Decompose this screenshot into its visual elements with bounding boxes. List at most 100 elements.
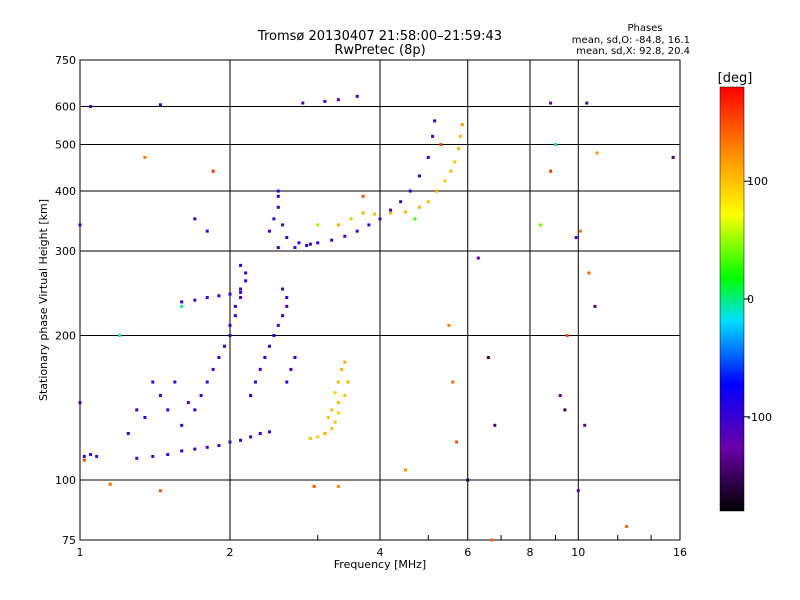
data-point — [458, 134, 462, 138]
data-point — [563, 408, 567, 412]
data-point — [217, 294, 221, 298]
data-point — [408, 189, 412, 193]
data-point — [205, 229, 209, 233]
data-point — [239, 287, 243, 291]
data-point — [316, 223, 320, 227]
chart-subtitle: RwPretec (8p) — [334, 43, 425, 58]
data-point — [285, 236, 289, 240]
data-point — [578, 229, 582, 233]
data-point — [108, 482, 112, 486]
data-point — [587, 271, 591, 275]
data-point — [361, 211, 365, 215]
data-point — [439, 143, 443, 147]
legend-line-o: mean, sd,O: -84.8, 16.1 — [572, 35, 690, 46]
data-point — [346, 380, 350, 384]
data-point — [417, 174, 421, 178]
data-point — [205, 445, 209, 449]
data-point — [173, 380, 177, 384]
data-point — [417, 205, 421, 209]
colorbar-tick-label: 0 — [747, 293, 754, 306]
data-point — [583, 423, 587, 427]
data-point — [193, 447, 197, 451]
data-point — [453, 160, 457, 164]
data-point — [343, 360, 347, 364]
data-point — [595, 151, 599, 155]
data-point — [565, 334, 569, 338]
data-point — [443, 179, 447, 183]
data-point — [258, 432, 262, 436]
data-point — [276, 323, 280, 327]
x-tick-label: 1 — [77, 546, 84, 559]
data-point — [211, 169, 215, 173]
data-point — [228, 323, 232, 327]
data-point — [585, 101, 589, 105]
x-tick-label: 16 — [673, 546, 687, 559]
colorbar-ticks: 100 0 -100 — [744, 175, 772, 424]
data-point — [308, 242, 312, 246]
data-point — [281, 314, 285, 318]
y-axis-label: Stationary phase Virtual Height [km] — [37, 199, 50, 401]
data-point — [323, 99, 327, 103]
data-point — [389, 208, 393, 212]
data-point — [330, 238, 334, 242]
data-point — [180, 304, 184, 308]
data-point — [211, 367, 215, 371]
data-point — [126, 432, 130, 436]
data-point — [549, 101, 553, 105]
data-point — [343, 394, 347, 398]
data-point — [285, 296, 289, 300]
data-point — [486, 355, 490, 359]
data-point — [272, 334, 276, 338]
data-point — [336, 411, 340, 415]
data-point — [193, 217, 197, 221]
x-tick-label: 2 — [227, 546, 234, 559]
data-point — [549, 169, 553, 173]
y-tick-label: 300 — [55, 245, 76, 258]
data-point — [244, 271, 248, 275]
data-point — [336, 401, 340, 405]
data-point — [143, 415, 147, 419]
data-point — [135, 408, 139, 412]
data-point — [233, 314, 237, 318]
data-point — [553, 143, 557, 147]
data-point — [355, 229, 359, 233]
data-point — [151, 454, 155, 458]
data-point — [263, 355, 267, 359]
data-point — [558, 394, 562, 398]
data-point — [82, 454, 86, 458]
data-point — [301, 101, 305, 105]
data-point — [330, 427, 334, 431]
data-point — [233, 304, 237, 308]
data-point — [117, 334, 121, 338]
data-point — [285, 304, 289, 308]
y-tick-label: 400 — [55, 185, 76, 198]
data-point — [249, 435, 253, 439]
data-point — [305, 244, 309, 248]
data-point — [455, 440, 459, 444]
data-point — [340, 367, 344, 371]
data-point — [276, 189, 280, 193]
data-point — [378, 217, 382, 221]
y-tick-label: 100 — [55, 474, 76, 487]
data-point — [217, 444, 221, 448]
data-point — [293, 355, 297, 359]
y-tick-label: 600 — [55, 101, 76, 114]
data-point — [447, 323, 451, 327]
data-point — [593, 304, 597, 308]
colorbar-tick-label: -100 — [747, 411, 772, 424]
data-point — [490, 538, 494, 542]
data-point — [82, 458, 86, 462]
data-point — [244, 279, 248, 283]
data-point — [276, 246, 280, 250]
colorbar-tick-label: 100 — [747, 175, 768, 188]
data-point — [158, 103, 162, 107]
data-point — [361, 194, 365, 198]
data-point — [367, 223, 371, 227]
data-point — [89, 105, 93, 109]
data-point — [308, 437, 312, 441]
data-point — [267, 229, 271, 233]
data-point — [78, 223, 82, 227]
data-point — [228, 292, 232, 296]
chart-title: Tromsø 20130407 21:58:00–21:59:43 — [257, 29, 502, 44]
